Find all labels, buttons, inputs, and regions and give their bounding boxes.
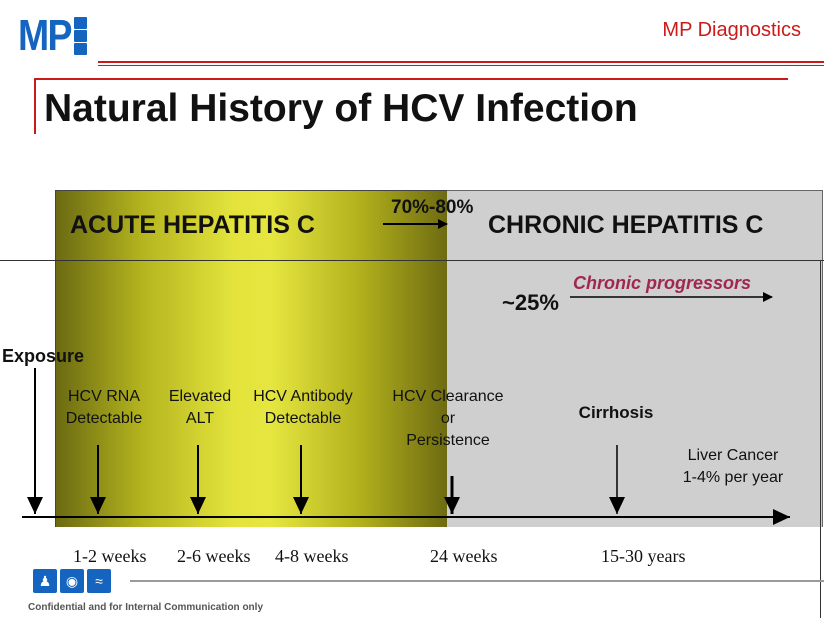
time-label: 2-6 weeks <box>177 546 251 566</box>
title-accent-bar <box>34 78 36 134</box>
clearance-label: HCV Clearance or Persistence <box>392 388 504 449</box>
footer-icons: ♟ ◉ ≈ <box>33 569 111 593</box>
chronic-phase-box <box>446 190 823 527</box>
time-label: 4-8 weeks <box>275 546 349 566</box>
chronic-rate: 70%-80% <box>391 197 474 218</box>
frame-edge <box>820 260 821 618</box>
progressors-label: Chronic progressors <box>573 273 752 293</box>
rna-label: HCV RNA Detectable <box>65 388 143 427</box>
globe-icon: ◉ <box>60 569 84 593</box>
people-icon: ♟ <box>33 569 57 593</box>
chronic-phase-label: CHRONIC HEPATITIS C <box>488 211 764 239</box>
footer-divider <box>130 580 824 582</box>
antibody-label: HCV Antibody Detectable <box>253 388 353 427</box>
acute-phase-label: ACUTE HEPATITIS C <box>70 211 315 239</box>
header-divider <box>98 61 824 63</box>
time-label: 1-2 weeks <box>73 546 147 566</box>
time-label: 24 weeks <box>430 546 498 566</box>
brand-name: MP Diagnostics <box>662 19 801 41</box>
confidential-notice: Confidential and for Internal Communicat… <box>28 602 264 613</box>
slide-title: Natural History of HCV Infection <box>44 87 638 130</box>
alt-label: Elevated ALT <box>168 388 232 427</box>
cirrhosis-label: Cirrhosis <box>578 403 654 422</box>
time-label: 15-30 years <box>601 546 686 566</box>
logo-mark-icon <box>74 17 87 56</box>
title-rule <box>34 78 788 80</box>
dna-icon: ≈ <box>87 569 111 593</box>
progressor-rate: ~25% <box>502 290 559 315</box>
acute-phase-box <box>55 190 447 527</box>
liver-cancer-label: Liver Cancer 1-4% per year <box>682 447 784 486</box>
frame-line <box>0 260 824 261</box>
header-divider-thin <box>98 65 824 66</box>
mp-logo: MP <box>18 12 87 58</box>
exposure-label: Exposure <box>2 346 85 366</box>
logo-text: MP <box>18 11 72 60</box>
